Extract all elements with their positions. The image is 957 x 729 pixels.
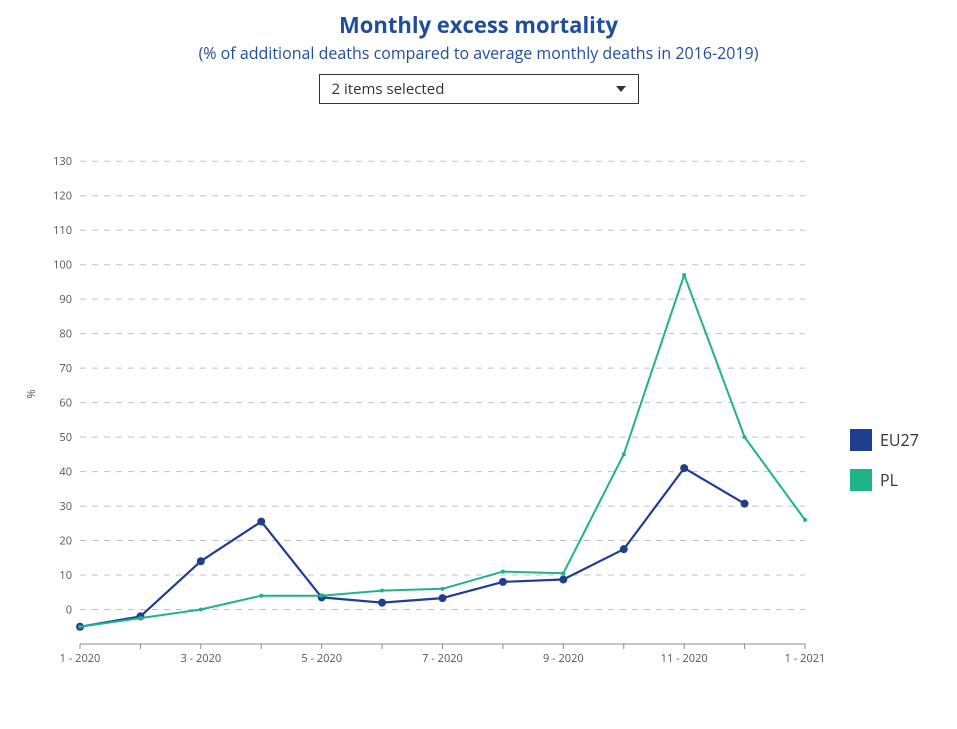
- y-tick-label: 90: [59, 292, 72, 307]
- y-tick-label: 110: [53, 223, 72, 238]
- legend: EU27 PL: [850, 429, 919, 491]
- x-tick-label: 3 - 2020: [180, 651, 221, 666]
- series-point-EU27: [257, 518, 265, 526]
- series-point-EU27: [439, 594, 447, 602]
- legend-item[interactable]: PL: [850, 469, 919, 491]
- chart-area: 0 10 20 30 40 50 60 70 80 90 100 110 120 130% 1 - 2020…: [0, 124, 957, 704]
- series-selector-label: 2 items selected: [332, 79, 445, 99]
- series-point-EU27: [197, 557, 205, 565]
- chart-subtitle: (% of additional deaths compared to aver…: [0, 42, 957, 64]
- series-point-PL: [561, 571, 565, 575]
- legend-item[interactable]: EU27: [850, 429, 919, 451]
- y-tick-label: 0: [66, 603, 72, 618]
- x-tick-label: 11 - 2020: [661, 651, 708, 666]
- x-tick-label: 1 - 2020: [60, 651, 101, 666]
- y-tick-label: 40: [59, 465, 72, 480]
- legend-label: PL: [880, 469, 898, 491]
- series-point-EU27: [620, 545, 628, 553]
- series-point-EU27: [559, 576, 567, 584]
- x-tick-label: 7 - 2020: [422, 651, 463, 666]
- x-tick-label: 1 - 2021: [785, 651, 826, 666]
- series-point-PL: [501, 570, 505, 574]
- series-point-EU27: [741, 500, 749, 508]
- series-point-EU27: [499, 578, 507, 586]
- series-point-PL: [78, 625, 82, 629]
- series-point-PL: [259, 594, 263, 598]
- chevron-down-icon: [616, 86, 626, 92]
- series-point-PL: [380, 589, 384, 593]
- x-tick-label: 5 - 2020: [301, 651, 342, 666]
- y-tick-label: 20: [59, 534, 72, 549]
- series-point-PL: [622, 452, 626, 456]
- y-tick-label: 10: [59, 568, 72, 583]
- y-tick-label: 80: [59, 327, 72, 342]
- series-point-PL: [199, 608, 203, 612]
- series-point-EU27: [378, 599, 386, 607]
- series-point-PL: [441, 587, 445, 591]
- y-tick-label: 120: [53, 189, 72, 204]
- series-point-PL: [743, 435, 747, 439]
- y-tick-label: 100: [53, 258, 72, 273]
- series-selector-dropdown[interactable]: 2 items selected: [319, 74, 639, 104]
- series-point-PL: [682, 273, 686, 277]
- y-tick-label: 30: [59, 499, 72, 514]
- legend-label: EU27: [880, 429, 919, 451]
- line-chart: 0 10 20 30 40 50 60 70 80 90 100 110 120 130% 1 - 2020…: [0, 124, 957, 704]
- series-line-PL: [80, 275, 805, 627]
- chart-title: Monthly excess mortality: [0, 10, 957, 40]
- y-tick-label: 130: [53, 154, 72, 169]
- series-line-EU27: [80, 468, 745, 627]
- series-point-EU27: [680, 464, 688, 472]
- series-point-PL: [320, 594, 324, 598]
- y-axis-label: %: [24, 389, 39, 398]
- legend-swatch: [850, 469, 872, 491]
- y-tick-label: 60: [59, 396, 72, 411]
- y-tick-label: 50: [59, 430, 72, 445]
- y-tick-label: 70: [59, 361, 72, 376]
- x-tick-label: 9 - 2020: [543, 651, 584, 666]
- series-point-PL: [803, 518, 807, 522]
- series-point-PL: [138, 616, 142, 620]
- legend-swatch: [850, 429, 872, 451]
